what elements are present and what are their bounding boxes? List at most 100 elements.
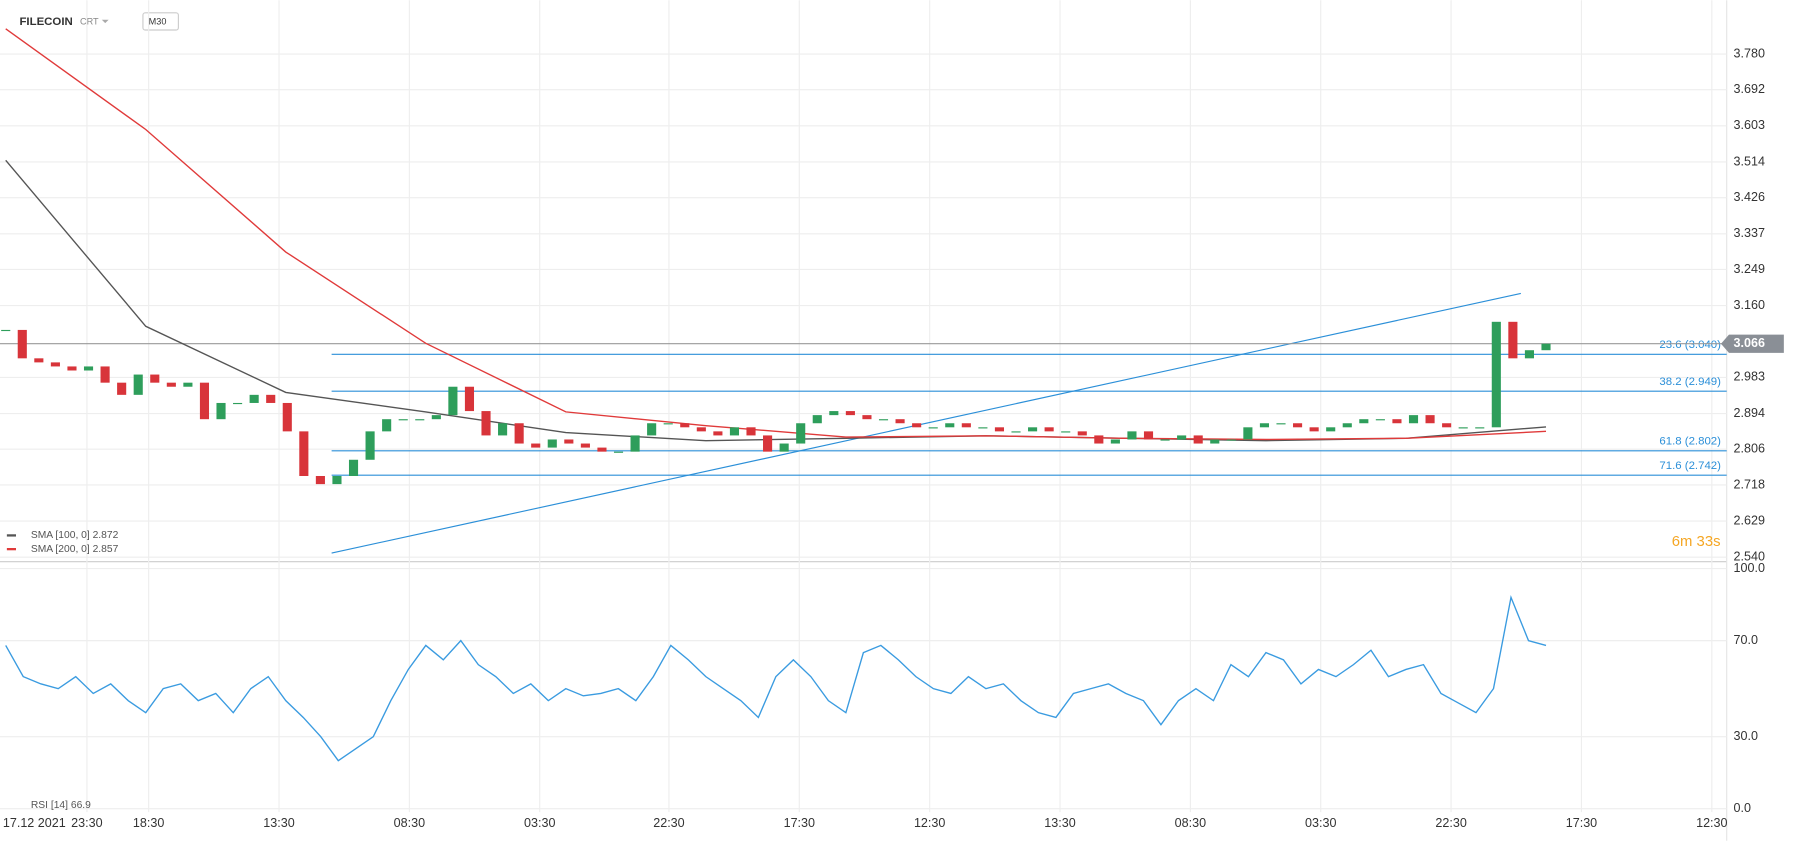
candle — [348, 459, 359, 476]
candle — [1442, 423, 1452, 428]
x-tick-label: 17.12 2021 — [3, 816, 66, 830]
candle — [514, 423, 524, 444]
candle — [531, 443, 541, 448]
candle — [1359, 419, 1369, 424]
chart-type[interactable]: CRT — [80, 16, 99, 26]
candle — [233, 402, 243, 405]
last-price-label: 3.066 — [1734, 336, 1765, 350]
candle — [1425, 415, 1435, 424]
x-tick-label: 12:30 — [914, 816, 945, 830]
candle — [1210, 439, 1220, 444]
candle — [34, 358, 44, 363]
candle — [332, 475, 342, 485]
candle — [150, 374, 160, 383]
x-tick-label: 03:30 — [524, 816, 555, 830]
candle — [978, 427, 988, 429]
candle — [199, 382, 210, 420]
interval[interactable]: M30 — [149, 16, 167, 26]
candle — [117, 382, 127, 395]
candle — [1110, 439, 1120, 444]
candle — [1408, 415, 1419, 424]
sma-line — [5, 159, 1547, 442]
y-tick-label: 2.983 — [1734, 370, 1765, 384]
candle — [779, 443, 789, 452]
fib-trendline — [331, 292, 1521, 554]
candle — [133, 374, 143, 395]
candle — [1061, 431, 1071, 433]
candle — [1127, 431, 1137, 440]
candle — [696, 427, 706, 432]
candle — [713, 431, 723, 436]
candle — [1293, 423, 1303, 428]
candle — [630, 435, 640, 452]
x-tick-label: 22:30 — [653, 816, 684, 830]
candle — [647, 423, 657, 436]
candle — [67, 366, 77, 371]
x-tick-label: 13:30 — [1044, 816, 1075, 830]
candle — [994, 427, 1005, 432]
candle — [1226, 439, 1236, 441]
x-tick-label: 22:30 — [1435, 816, 1466, 830]
candle — [1077, 431, 1087, 436]
y-tick-label: 2.629 — [1734, 513, 1765, 527]
candle — [796, 423, 806, 444]
candle — [746, 427, 756, 436]
candle — [1143, 431, 1154, 440]
y-tick-label: 2.806 — [1734, 442, 1765, 456]
candle — [481, 411, 491, 436]
candle — [547, 439, 557, 448]
rsi-tick-label: 100.0 — [1734, 561, 1765, 575]
candle — [829, 411, 839, 416]
candle — [1011, 431, 1021, 433]
candle — [464, 386, 475, 412]
countdown: 6m 33s — [1672, 534, 1721, 550]
y-tick-label: 3.603 — [1734, 118, 1765, 132]
fib-label: 38.2 (2.949) — [1659, 376, 1721, 388]
legend-entry: SMA [100, 0] 2.872 — [31, 530, 119, 541]
y-tick-label: 3.692 — [1734, 82, 1765, 96]
candle — [1524, 350, 1534, 359]
candle — [1, 329, 11, 332]
x-tick-label: 08:30 — [1175, 816, 1206, 830]
candle — [878, 419, 889, 421]
candle — [1193, 435, 1203, 444]
y-tick-label: 3.426 — [1734, 190, 1765, 204]
dropdown-arrow[interactable] — [101, 19, 109, 24]
candle — [945, 423, 955, 428]
candle — [663, 423, 673, 425]
fib-label: 71.6 (2.742) — [1659, 460, 1721, 472]
candle — [1243, 427, 1253, 440]
rsi-line — [5, 594, 1547, 762]
candle — [1177, 435, 1187, 440]
x-tick-label: 03:30 — [1305, 816, 1336, 830]
y-tick-label: 3.249 — [1734, 262, 1765, 276]
candle — [431, 415, 441, 420]
y-tick-label: 3.160 — [1734, 298, 1765, 312]
candle — [50, 362, 60, 367]
y-tick-label: 3.337 — [1734, 226, 1765, 240]
sma-line — [5, 28, 1547, 441]
rsi-tick-label: 0.0 — [1734, 801, 1751, 815]
candle — [961, 423, 971, 428]
symbol[interactable]: FILECOIN — [19, 16, 72, 28]
legend-entry: SMA [200, 0] 2.857 — [31, 544, 119, 555]
x-tick-label: 17:30 — [784, 816, 815, 830]
candle — [1508, 321, 1518, 359]
y-tick-label: 2.718 — [1734, 477, 1765, 491]
rsi-tick-label: 30.0 — [1734, 729, 1758, 743]
fib-label: 61.8 (2.802) — [1659, 436, 1721, 448]
candle — [862, 415, 872, 420]
x-tick-label: 08:30 — [394, 816, 425, 830]
candle — [1044, 427, 1054, 432]
candle — [1309, 427, 1319, 432]
candle — [680, 423, 690, 428]
candle — [564, 439, 574, 444]
y-tick-label: 2.894 — [1734, 406, 1765, 420]
interval-button[interactable] — [142, 12, 179, 31]
candle — [812, 415, 822, 424]
candle — [1342, 423, 1352, 428]
candle — [928, 427, 938, 429]
candle — [1458, 427, 1468, 429]
candle — [249, 394, 259, 403]
